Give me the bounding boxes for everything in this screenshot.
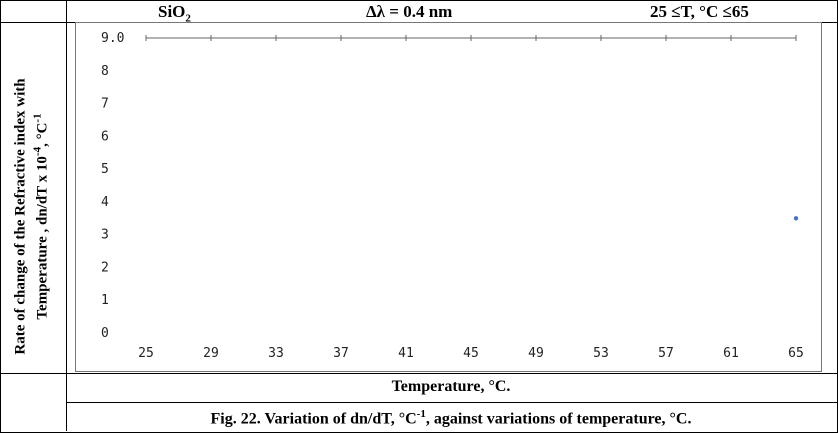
x-axis-title: Temperature, °C. [391,378,511,395]
x-tick-label: 57 [658,346,674,361]
x-tick-label: 25 [138,346,154,361]
caption-divider [66,402,838,403]
y-tick-label: 0 [101,326,109,341]
x-tick-label: 53 [593,346,609,361]
figure-caption: Fig. 22. Variation of dn/dT, °C-1, again… [210,408,692,428]
temperature-range-label: 25 ≤T, °C ≤65 [650,2,749,21]
plot-area: 25 29 33 37 41 45 49 53 57 61 65 0 1 2 3 4 5 6 7 8 9.0 [75,22,822,372]
material-label: SiO2 [158,2,191,25]
x-tick-label: 33 [268,346,284,361]
y-tick-label: 2 [101,260,109,275]
x-tick-label: 45 [463,346,479,361]
x-tick-label: 61 [723,346,739,361]
x-tick-label: 41 [398,346,414,361]
x-tick-label: 49 [528,346,544,361]
data-point [793,216,799,221]
wavelength-label: Δλ = 0.4 nm [366,2,453,21]
y-tick-label: 1 [101,293,109,308]
x-tick-label: 29 [203,346,219,361]
y-tick-label: 8 [101,64,109,79]
y-tick-label: 4 [101,195,109,210]
y-tick-label: 6 [101,129,109,144]
y-tick-label: 5 [101,162,109,177]
plot-bottom-divider [0,373,838,374]
y-axis-title: Rate of change of the Refractive index w… [12,78,51,355]
y-tick-label: 7 [101,97,109,112]
y-tick-label: 3 [101,228,109,243]
x-tick-label: 65 [788,346,804,361]
x-tick-label: 37 [333,346,349,361]
left-column-divider [66,0,67,431]
y-tick-label: 9.0 [101,31,124,46]
